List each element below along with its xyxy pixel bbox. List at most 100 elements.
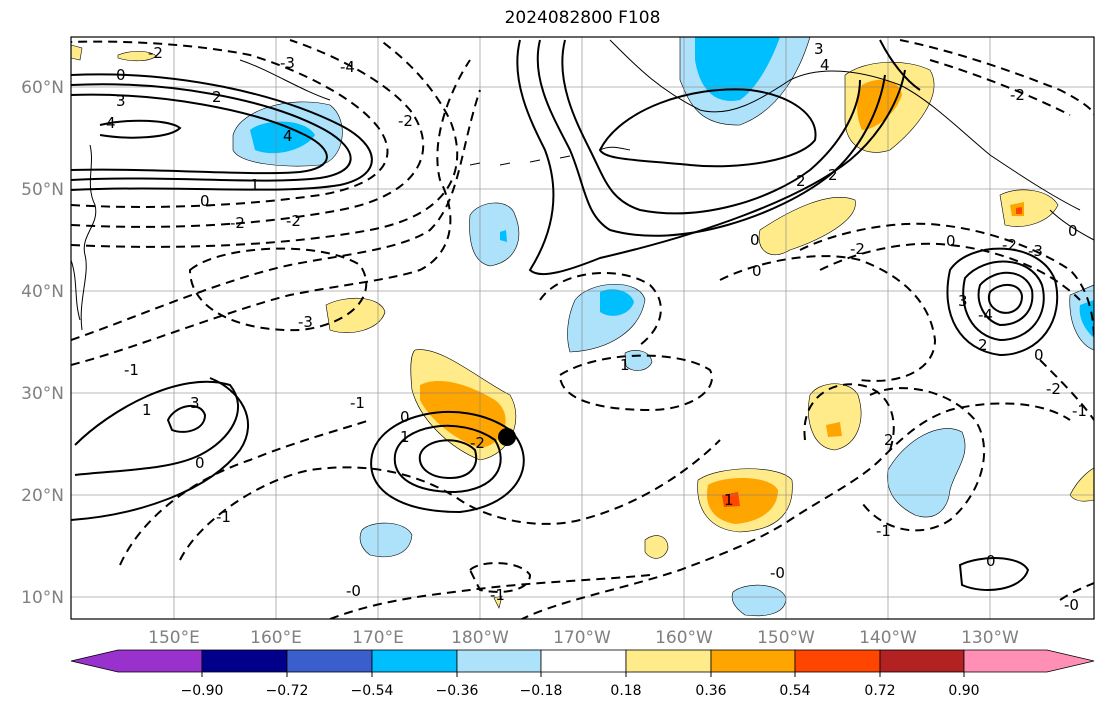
contour-labels: -3 -4 -2 0 3 4 2 -2 4 1 0 -2 -2 -3 -1 1 … (106, 40, 1087, 614)
lat-label: 60°N (21, 78, 64, 98)
contour-label: -2 (1046, 380, 1061, 398)
colorbar-ticks (201, 672, 965, 677)
contour-label: -2 (398, 112, 413, 130)
lon-label: 160°E (250, 628, 302, 648)
colorbar-tick-labels: −0.90 −0.72 −0.54 −0.36 −0.18 0.18 0.36 … (181, 683, 980, 699)
storm-position-marker (498, 428, 516, 446)
colorbar-segment (879, 649, 965, 673)
lat-label: 30°N (21, 384, 64, 404)
colorbar-segment (70, 649, 203, 673)
contour-label: 0 (200, 192, 210, 210)
colorbar-tick-label: 0.54 (779, 683, 810, 699)
contour-label: 0 (986, 552, 996, 570)
contour-label: 4 (106, 114, 116, 132)
contour-label: -0 (346, 582, 361, 600)
contour-label: -3 (298, 313, 313, 331)
negative-contours (71, 39, 1094, 619)
contour-label: -3 (280, 54, 295, 72)
contour-label: -4 (978, 306, 993, 324)
colorbar-segment (201, 649, 288, 673)
lon-label: 180°W (451, 628, 509, 648)
contour-label: -2 (470, 434, 485, 452)
contour-label: -1 (490, 586, 505, 604)
contour-label: 1 (250, 176, 260, 194)
contour-label: 3 (190, 394, 200, 412)
contour-label: 1 (142, 401, 152, 419)
lon-label: 160°W (655, 628, 713, 648)
colorbar-tick-label: −0.36 (436, 683, 479, 699)
contour-label: -2 (850, 240, 865, 258)
contour-label: 0 (400, 408, 410, 426)
contour-label: 0 (116, 66, 126, 84)
lat-label: 50°N (21, 180, 64, 200)
lon-label: 170°W (553, 628, 611, 648)
contour-label: 0 (1068, 222, 1078, 240)
contour-label: 1 (620, 356, 630, 374)
contour-label: -2 (230, 214, 245, 232)
colorbar-tick-label: 0.72 (864, 683, 895, 699)
contour-label: 0 (946, 232, 956, 250)
contour-label: 1 (724, 491, 734, 509)
contour-label: 0 (752, 262, 762, 280)
colorbar (70, 649, 1095, 673)
colorbar-tick-label: −0.90 (181, 683, 224, 699)
contour-label: 3 (814, 40, 824, 58)
contour-label: -1 (216, 508, 231, 526)
contour-label: 0 (195, 454, 205, 472)
contour-label: 4 (283, 127, 293, 145)
contour-label: -1 (124, 361, 139, 379)
contour-label: 0 (750, 231, 760, 249)
plot-frame (70, 36, 1095, 620)
colorbar-tick-label: 0.90 (948, 683, 979, 699)
colorbar-segment (371, 649, 458, 673)
colorbar-segment (540, 649, 627, 673)
colorbar-tick-label: −0.72 (266, 683, 309, 699)
lat-label: 10°N (21, 588, 64, 608)
colorbar-segment (456, 649, 542, 673)
colorbar-segment (710, 649, 796, 673)
longitude-labels: 150°E 160°E 170°E 180°W 170°W 160°W 150°… (148, 628, 1019, 648)
lon-label: 140°W (859, 628, 917, 648)
contour-label: -2 (286, 212, 301, 230)
contour-label: 2 (796, 172, 806, 190)
contour-label: 3 (116, 92, 126, 110)
contour-label: 2 (884, 431, 894, 449)
map-title: 2024082800 F108 (504, 8, 661, 28)
contour-label: -1 (876, 522, 891, 540)
colorbar-segment (625, 649, 712, 673)
colorbar-segment (286, 649, 373, 673)
lon-label: 130°W (961, 628, 1019, 648)
contour-label: 3 (958, 292, 968, 310)
contour-label: -2 (1010, 86, 1025, 104)
contour-label: 0 (1034, 346, 1044, 364)
contour-label: 1 (400, 428, 410, 446)
contour-label: -0 (770, 564, 785, 582)
contour-label: -1 (1072, 402, 1087, 420)
graticule (71, 37, 1094, 619)
colorbar-tick-label: 0.18 (610, 683, 641, 699)
colorbar-tick-label: −0.18 (520, 683, 563, 699)
contour-label: 2 (828, 166, 838, 184)
contour-label: -0 (1064, 596, 1079, 614)
positive-contours (71, 39, 1059, 591)
contour-label: -1 (350, 394, 365, 412)
lat-label: 20°N (21, 486, 64, 506)
lat-label: 40°N (21, 282, 64, 302)
lon-label: 150°E (148, 628, 200, 648)
lon-label: 150°W (757, 628, 815, 648)
coastlines (71, 39, 1094, 331)
contour-label: -4 (340, 58, 355, 76)
latitude-labels: 60°N 50°N 40°N 30°N 20°N 10°N (21, 78, 64, 608)
lon-label: 170°E (352, 628, 404, 648)
contour-label: -2 (148, 44, 163, 62)
colorbar-segment (963, 649, 1095, 673)
contour-label: 2 (212, 88, 222, 106)
contour-label: 2 (978, 336, 988, 354)
contour-label: -2 (1002, 236, 1017, 254)
colorbar-tick-label: 0.36 (695, 683, 726, 699)
colorbar-tick-label: −0.54 (351, 683, 394, 699)
contour-label: -3 (1028, 242, 1043, 260)
contour-label: 4 (820, 56, 830, 74)
colorbar-segment (794, 649, 881, 673)
